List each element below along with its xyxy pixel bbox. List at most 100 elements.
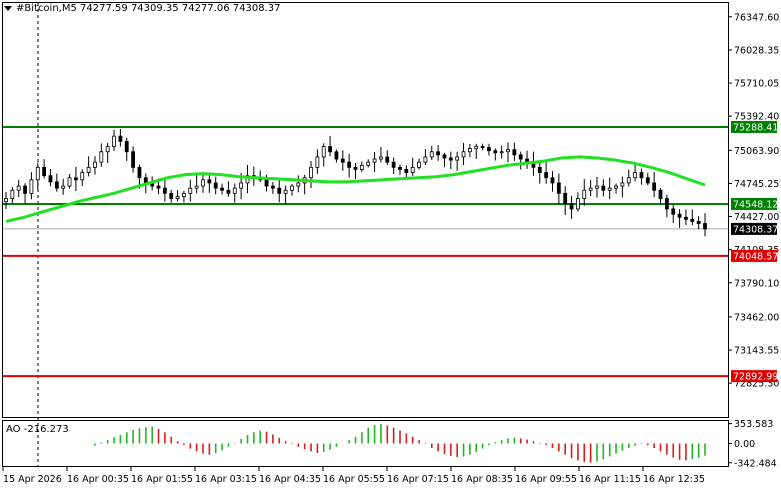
candle-body: [131, 151, 135, 168]
candle-body: [239, 182, 244, 189]
candle-body: [690, 218, 695, 222]
price-tick-label: 74427.00: [734, 212, 779, 223]
candle-body: [42, 166, 47, 177]
candle-body: [67, 177, 72, 187]
ao-tick-label: -342.484: [734, 458, 777, 469]
high-value: 74309.35: [130, 3, 179, 14]
level-price-tag: [731, 120, 777, 133]
level-price-label: 74048.57: [733, 251, 778, 262]
candle-body: [328, 146, 332, 153]
candle-body: [518, 154, 523, 160]
candle-body: [550, 177, 555, 184]
candle-body: [315, 156, 320, 168]
candle-body: [417, 161, 421, 168]
candle-body: [620, 182, 625, 187]
candle-body: [86, 166, 91, 173]
candle-body: [391, 161, 396, 168]
level-price-label: 72892.99: [733, 372, 778, 383]
candle-body: [74, 177, 78, 181]
time-tick-label: 15 Apr 2026: [3, 474, 62, 485]
level-price-tag: [731, 249, 777, 262]
candle-body: [29, 179, 34, 194]
dropdown-triangle-icon[interactable]: [4, 5, 12, 11]
candle-body: [156, 185, 161, 189]
candle-body: [277, 187, 282, 194]
candle-body: [207, 179, 212, 184]
time-tick-label: 16 Apr 08:35: [451, 474, 513, 485]
candle-body: [499, 151, 504, 154]
candle-body: [506, 149, 510, 153]
price-tick-label: 73790.10: [734, 278, 779, 289]
candle-body: [487, 147, 491, 152]
candle-body: [143, 177, 148, 184]
candle-body: [398, 166, 402, 170]
candle-body: [340, 158, 345, 163]
candle-body: [544, 172, 549, 179]
candle-body: [118, 135, 123, 142]
candle-body: [474, 146, 479, 150]
candle-body: [588, 187, 593, 191]
price-tick-label: 75710.05: [734, 79, 779, 90]
current-price-label: 74308.37: [733, 224, 778, 235]
candle-body: [703, 223, 707, 230]
price-tick-label: 74745.25: [734, 179, 779, 190]
candle-body: [169, 192, 174, 199]
chart-header: #Bitcoin,M5 74277.59 74309.35 74277.06 7…: [4, 3, 280, 14]
candle-body: [23, 185, 27, 194]
candle-body: [124, 140, 129, 153]
price-tick-label: 76028.35: [734, 45, 779, 56]
symbol-label: #Bitcoin,M5: [16, 3, 77, 14]
candle-body: [182, 192, 186, 197]
candle-body: [607, 187, 612, 191]
level-price-tag: [731, 197, 777, 210]
candle-body: [137, 166, 142, 179]
level-price-label: 74548.12: [733, 199, 778, 210]
candle-body: [80, 172, 85, 181]
candle-body: [347, 161, 352, 168]
candle-body: [658, 189, 663, 199]
candle-body: [48, 175, 53, 183]
candle-body: [537, 166, 542, 173]
candle-body: [633, 172, 637, 179]
candle-body: [684, 216, 688, 220]
candle-body: [442, 154, 447, 159]
candle-body: [696, 221, 701, 224]
candle-body: [245, 175, 250, 184]
time-tick-label: 16 Apr 00:35: [67, 474, 129, 485]
candle-body: [664, 198, 669, 210]
candle-body: [194, 185, 199, 189]
candle-body: [16, 185, 21, 191]
candle-body: [595, 185, 599, 189]
candle-body: [162, 187, 167, 194]
candle-body: [677, 213, 682, 218]
candle-body: [563, 192, 568, 205]
price-tick-label: 72825.30: [734, 379, 779, 390]
candle-body: [10, 189, 15, 199]
ao-name: AO: [6, 424, 21, 435]
candle-body: [4, 198, 8, 203]
candle-body: [112, 135, 116, 147]
candle-body: [201, 179, 205, 187]
ao-plot-frame: [2, 420, 729, 467]
low-value: 74277.06: [181, 3, 230, 14]
candle-body: [105, 146, 110, 153]
time-tick-label: 16 Apr 03:15: [195, 474, 257, 485]
candle-body: [296, 182, 301, 187]
time-tick-label: 16 Apr 01:55: [131, 474, 193, 485]
close-value: 74308.37: [232, 3, 281, 14]
main-plot-frame: [2, 2, 729, 418]
time-tick-label: 16 Apr 05:55: [323, 474, 385, 485]
candle-body: [601, 185, 606, 191]
candle-body: [353, 166, 358, 170]
candle-body: [385, 156, 390, 163]
ao-tick-label: 353.583: [734, 419, 773, 430]
time-tick-label: 16 Apr 07:15: [387, 474, 449, 485]
candle-body: [232, 187, 237, 194]
ao-value: -216.273: [23, 424, 69, 435]
price-tick-label: 75063.90: [734, 146, 779, 157]
candle-body: [626, 177, 631, 184]
time-tick-label: 16 Apr 09:55: [515, 474, 577, 485]
level-price-tag: [731, 370, 777, 383]
candle-body: [576, 198, 580, 210]
